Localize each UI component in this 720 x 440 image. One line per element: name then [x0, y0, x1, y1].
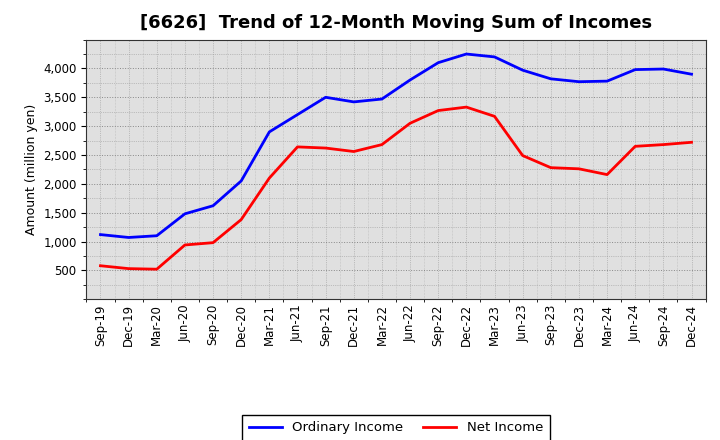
Net Income [490, 114, 499, 119]
Ordinary Income [181, 211, 189, 216]
Net Income [659, 142, 667, 147]
Net Income [293, 144, 302, 150]
Ordinary Income [237, 178, 246, 183]
Net Income [237, 217, 246, 222]
Line: Ordinary Income: Ordinary Income [101, 54, 691, 238]
Ordinary Income [575, 79, 583, 84]
Net Income [321, 145, 330, 150]
Y-axis label: Amount (million yen): Amount (million yen) [24, 104, 37, 235]
Ordinary Income [377, 96, 386, 102]
Net Income [153, 267, 161, 272]
Ordinary Income [631, 67, 639, 72]
Net Income [687, 139, 696, 145]
Legend: Ordinary Income, Net Income: Ordinary Income, Net Income [242, 415, 550, 440]
Net Income [518, 153, 527, 158]
Net Income [181, 242, 189, 248]
Ordinary Income [687, 72, 696, 77]
Ordinary Income [546, 76, 555, 81]
Net Income [575, 166, 583, 172]
Ordinary Income [518, 67, 527, 73]
Ordinary Income [321, 95, 330, 100]
Ordinary Income [406, 77, 415, 83]
Ordinary Income [603, 78, 611, 84]
Net Income [603, 172, 611, 177]
Net Income [631, 144, 639, 149]
Net Income [265, 176, 274, 181]
Net Income [96, 263, 105, 268]
Ordinary Income [293, 112, 302, 117]
Net Income [349, 149, 358, 154]
Ordinary Income [490, 54, 499, 59]
Ordinary Income [462, 51, 471, 57]
Title: [6626]  Trend of 12-Month Moving Sum of Incomes: [6626] Trend of 12-Month Moving Sum of I… [140, 15, 652, 33]
Ordinary Income [209, 203, 217, 209]
Ordinary Income [659, 66, 667, 72]
Ordinary Income [96, 232, 105, 237]
Net Income [546, 165, 555, 170]
Ordinary Income [153, 233, 161, 238]
Net Income [377, 142, 386, 147]
Line: Net Income: Net Income [101, 107, 691, 269]
Ordinary Income [434, 60, 443, 65]
Net Income [434, 108, 443, 113]
Net Income [406, 121, 415, 126]
Ordinary Income [265, 129, 274, 135]
Net Income [209, 240, 217, 246]
Ordinary Income [349, 99, 358, 105]
Ordinary Income [125, 235, 133, 240]
Net Income [125, 266, 133, 271]
Net Income [462, 104, 471, 110]
